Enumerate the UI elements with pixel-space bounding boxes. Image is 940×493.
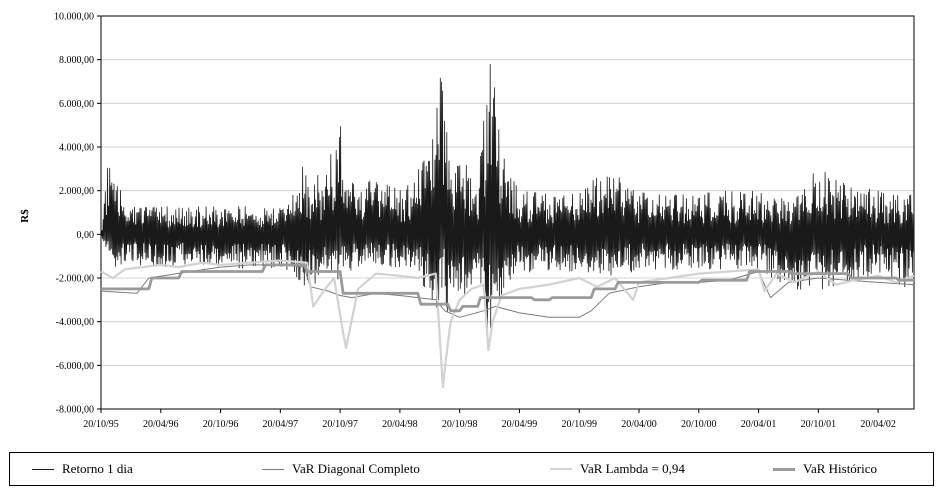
x-tick-label: 20/10/96 <box>203 419 239 430</box>
y-tick-label: 8.000,00 <box>59 55 94 66</box>
legend-label-retorno: Retorno 1 dia <box>62 461 133 476</box>
y-tick-label: 4.000,00 <box>59 143 94 154</box>
legend-label-var-historico: VaR Histórico <box>803 461 878 476</box>
legend: Retorno 1 dia VaR Diagonal Completo VaR … <box>9 452 934 486</box>
x-tick-label: 20/10/98 <box>442 419 478 430</box>
chart: 10.000,00 8.000,00 6.000,00 4.000,00 2.000,0… <box>19 12 915 430</box>
x-tick-label: 20/04/01 <box>741 419 777 430</box>
legend-swatch-var-diagonal <box>262 468 284 470</box>
y-tick-label: -2.000,00 <box>56 274 94 285</box>
y-tick-label: -4.000,00 <box>56 317 94 328</box>
x-tick-label: 20/10/00 <box>681 419 717 430</box>
y-tick-label: -8.000,00 <box>56 405 94 416</box>
series-group <box>100 64 915 389</box>
x-tick-label: 20/10/95 <box>83 419 119 430</box>
legend-swatch-var-historico <box>773 467 795 471</box>
legend-swatch-var-lambda <box>550 468 572 470</box>
y-tick-label: -6.000,00 <box>56 361 94 372</box>
x-tick-label: 20/04/99 <box>502 419 538 430</box>
x-tick-label: 20/04/02 <box>860 419 896 430</box>
x-tick-label: 20/04/97 <box>263 419 299 430</box>
legend-label-var-lambda: VaR Lambda = 0,94 <box>580 461 685 476</box>
x-tick-label: 20/10/01 <box>801 419 837 430</box>
legend-item-var-diagonal: VaR Diagonal Completo <box>262 453 420 485</box>
x-tick-label: 20/04/96 <box>143 419 179 430</box>
x-tick-label: 20/10/97 <box>322 419 358 430</box>
x-tick-label: 20/04/00 <box>621 419 657 430</box>
x-tick-label: 20/04/98 <box>382 419 418 430</box>
legend-swatch-retorno <box>32 468 54 470</box>
legend-label-var-diagonal: VaR Diagonal Completo <box>292 461 420 476</box>
series-line-var-lambda-0-94 <box>100 259 915 389</box>
y-axis-label: R$ <box>19 209 31 223</box>
legend-item-var-historico: VaR Histórico <box>773 453 877 485</box>
series-line-retorno-1-dia <box>100 64 915 332</box>
y-tick-label: 2.000,00 <box>59 186 94 197</box>
series-line-var-hist-rico <box>101 263 914 313</box>
x-tick-label: 20/10/99 <box>561 419 597 430</box>
legend-item-retorno: Retorno 1 dia <box>32 453 133 485</box>
y-tick-label: 0,00 <box>77 230 95 241</box>
y-tick-label: 6.000,00 <box>59 99 94 110</box>
legend-item-var-lambda: VaR Lambda = 0,94 <box>550 453 685 485</box>
y-tick-label: 10.000,00 <box>54 12 94 23</box>
x-axis-ticks: 20/10/95 20/04/96 20/10/96 20/04/97 20/10/97… <box>83 409 896 430</box>
y-axis-ticks: 10.000,00 8.000,00 6.000,00 4.000,00 2.000,0… <box>54 12 101 416</box>
